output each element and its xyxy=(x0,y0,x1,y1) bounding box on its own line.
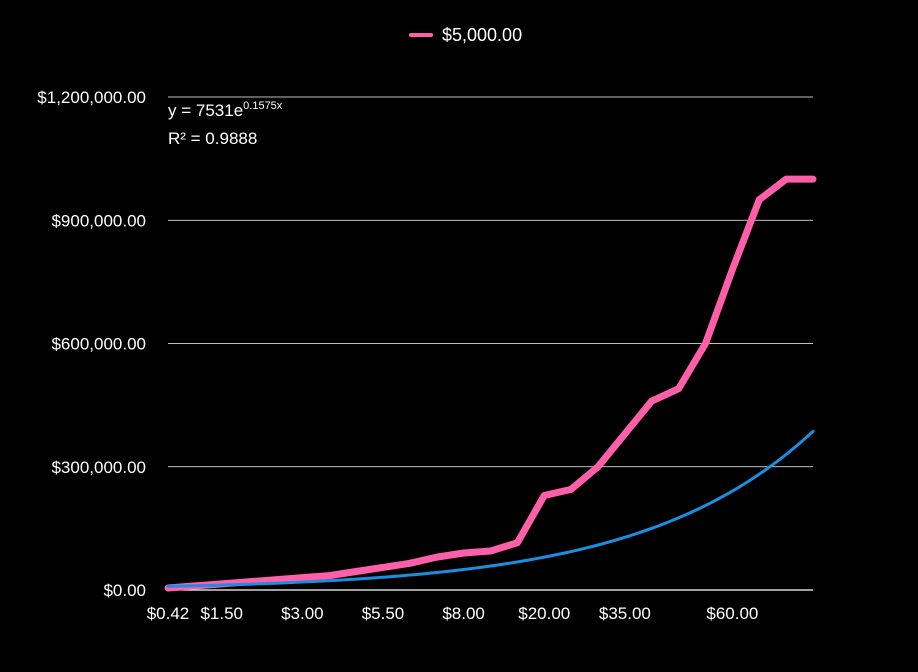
x-tick-label: $20.00 xyxy=(518,604,570,623)
data-point xyxy=(649,398,655,404)
data-point xyxy=(756,197,762,203)
trendline-r-squared: R² = 0.9888 xyxy=(168,129,257,148)
trendline-equation-base: y = 7531e xyxy=(168,101,243,120)
data-point xyxy=(622,431,628,437)
data-point xyxy=(434,554,440,560)
data-point xyxy=(676,386,682,392)
y-tick-label: $300,000.00 xyxy=(51,458,146,477)
data-point xyxy=(514,540,520,546)
trendline-annotation: y = 7531e0.1575x R² = 0.9888 xyxy=(168,100,283,148)
data-point xyxy=(407,560,413,566)
y-tick-label: $600,000.00 xyxy=(51,335,146,354)
trendline-equation-exponent: 0.1575x xyxy=(243,100,283,112)
data-point xyxy=(488,548,493,554)
legend-label: $5,000.00 xyxy=(442,25,522,45)
x-tick-label: $8.00 xyxy=(442,604,485,623)
data-point xyxy=(729,267,735,273)
y-tick-label: $0.00 xyxy=(103,581,146,600)
data-point xyxy=(541,493,547,499)
data-point xyxy=(461,550,467,556)
data-point xyxy=(326,573,332,579)
trendline-group xyxy=(166,429,815,588)
data-point xyxy=(380,564,386,570)
x-tick-label: $0.42 xyxy=(147,604,190,623)
x-axis-labels: $0.42 $1.50 $3.00 $5.50 $8.00 $20.00 $35.00 $60… xyxy=(147,604,759,623)
data-point xyxy=(568,486,574,492)
data-point xyxy=(353,569,359,575)
y-tick-label: $900,000.00 xyxy=(51,211,146,230)
legend: $5,000.00 xyxy=(409,25,522,45)
x-tick-label: $5.50 xyxy=(362,604,405,623)
trendline xyxy=(166,429,815,588)
data-point xyxy=(595,464,601,470)
x-tick-label: $60.00 xyxy=(706,604,758,623)
data-point xyxy=(299,575,305,581)
x-tick-label: $3.00 xyxy=(281,604,324,623)
data-point xyxy=(273,577,278,583)
trendline-equation: y = 7531e0.1575x xyxy=(168,100,283,120)
data-point xyxy=(783,176,789,182)
y-axis-labels: $0.00 $300,000.00 $600,000.00 $900,000.00 $1… xyxy=(37,88,146,600)
y-tick-label: $1,200,000.00 xyxy=(37,88,146,107)
x-tick-label: $35.00 xyxy=(599,604,651,623)
data-point xyxy=(703,341,708,346)
data-point xyxy=(810,176,816,182)
x-tick-label: $1.50 xyxy=(200,604,243,623)
